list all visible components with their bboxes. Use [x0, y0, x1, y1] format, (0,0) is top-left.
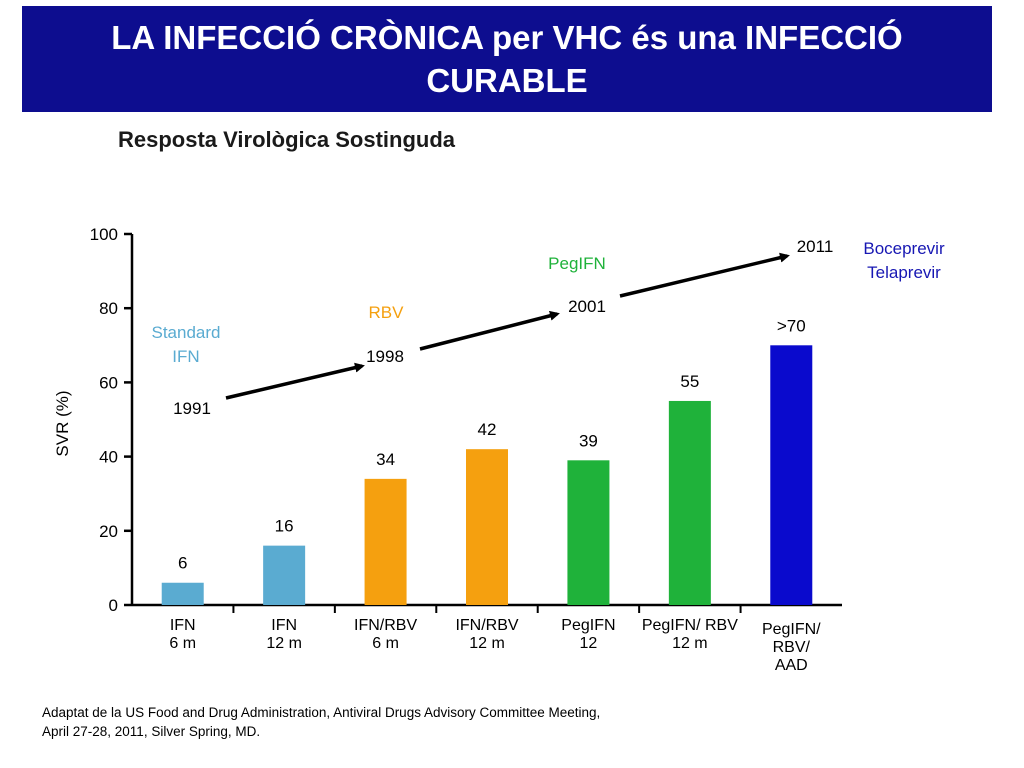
x-tick-label: IFN: [271, 617, 297, 634]
y-tick-label: 0: [109, 596, 118, 615]
x-tick-label: 12 m: [469, 635, 505, 652]
x-tick-label: 12 m: [672, 635, 708, 652]
x-tick-label: AAD: [775, 657, 808, 674]
x-tick-label: 12 m: [266, 635, 302, 652]
timeline-treatment-label: Boceprevir: [863, 239, 945, 258]
y-tick-label: 80: [99, 299, 118, 318]
y-tick-label: 40: [99, 448, 118, 467]
x-tick-label: PegIFN/ RBV: [642, 617, 738, 634]
timeline-arrow: [420, 314, 557, 349]
source-citation: Adaptat de la US Food and Drug Administr…: [42, 703, 600, 741]
source-line: Adaptat de la US Food and Drug Administr…: [42, 703, 600, 722]
timeline-treatment-label: Telaprevir: [867, 263, 941, 282]
x-tick-label: RBV/: [773, 639, 811, 656]
y-tick-label: 100: [90, 225, 118, 244]
data-label: 16: [275, 517, 294, 536]
data-label: 34: [376, 450, 395, 469]
timeline-year: 2011: [797, 237, 834, 256]
x-tick-label: 12: [580, 635, 598, 652]
x-tick-label: 6 m: [169, 635, 196, 652]
timeline-arrow: [620, 256, 787, 296]
bar: [162, 583, 204, 605]
data-label: 55: [680, 372, 699, 391]
y-tick-label: 20: [99, 522, 118, 541]
timeline-treatment-label: RBV: [369, 303, 405, 322]
timeline-year: 1998: [366, 347, 404, 366]
timeline-treatment-label: Standard: [152, 323, 221, 342]
data-label: 39: [579, 431, 598, 450]
data-label: 42: [478, 420, 497, 439]
bar: [770, 345, 812, 605]
data-label: >70: [777, 316, 806, 335]
bar: [669, 401, 711, 605]
data-label: 6: [178, 554, 187, 573]
bar: [466, 449, 508, 605]
x-tick-label: IFN: [170, 617, 196, 634]
source-line: April 27-28, 2011, Silver Spring, MD.: [42, 722, 600, 741]
timeline-year: 2001: [568, 297, 606, 316]
y-tick-label: 60: [99, 373, 118, 392]
bar: [365, 479, 407, 605]
bar: [263, 546, 305, 605]
timeline-treatment-label: IFN: [172, 347, 199, 366]
timeline-year: 1991: [173, 399, 211, 418]
x-tick-label: PegIFN: [561, 617, 615, 634]
y-axis-label: SVR (%): [53, 390, 72, 456]
x-tick-label: IFN/RBV: [354, 617, 417, 634]
timeline-arrow: [226, 366, 362, 398]
x-tick-label: IFN/RBV: [455, 617, 518, 634]
x-tick-label: PegIFN/: [762, 621, 821, 638]
timeline-treatment-label: PegIFN: [548, 254, 606, 273]
bar: [567, 460, 609, 605]
x-tick-label: 6 m: [372, 635, 399, 652]
